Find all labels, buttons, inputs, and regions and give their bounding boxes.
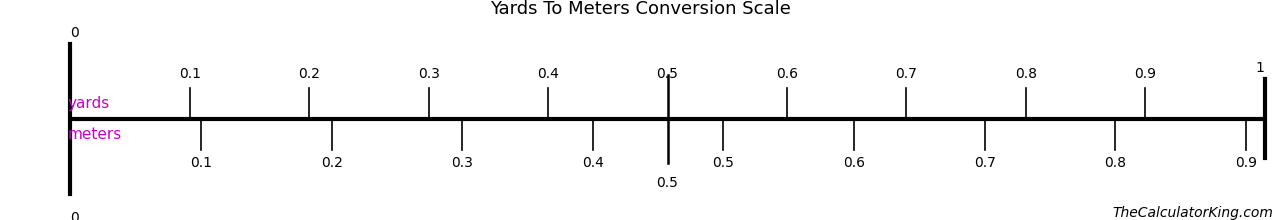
- Text: 0.4: 0.4: [538, 67, 559, 81]
- Text: 0.6: 0.6: [844, 156, 865, 170]
- Text: 0.3: 0.3: [452, 156, 474, 170]
- Text: 0.4: 0.4: [582, 156, 604, 170]
- Text: Yards To Meters Conversion Scale: Yards To Meters Conversion Scale: [489, 0, 791, 18]
- Text: 0.5: 0.5: [713, 156, 735, 170]
- Text: 0.5: 0.5: [657, 67, 678, 81]
- Text: 0.2: 0.2: [321, 156, 343, 170]
- Text: yards: yards: [68, 96, 110, 111]
- Text: 0.9: 0.9: [1134, 67, 1156, 81]
- Text: 0.6: 0.6: [776, 67, 797, 81]
- Text: 0.8: 0.8: [1105, 156, 1126, 170]
- Text: 0: 0: [70, 26, 79, 40]
- Text: TheCalculatorKing.com: TheCalculatorKing.com: [1112, 206, 1274, 220]
- Text: 1: 1: [1256, 61, 1265, 75]
- Text: 0: 0: [70, 211, 79, 220]
- Text: meters: meters: [68, 127, 122, 142]
- Text: 0.5: 0.5: [657, 176, 678, 190]
- Text: 0.1: 0.1: [189, 156, 212, 170]
- Text: 0.7: 0.7: [974, 156, 996, 170]
- Text: 0.3: 0.3: [417, 67, 439, 81]
- Text: 0.8: 0.8: [1015, 67, 1037, 81]
- Text: 0.2: 0.2: [298, 67, 320, 81]
- Text: 0.7: 0.7: [896, 67, 918, 81]
- Text: 0.1: 0.1: [179, 67, 201, 81]
- Text: 0.9: 0.9: [1235, 156, 1257, 170]
